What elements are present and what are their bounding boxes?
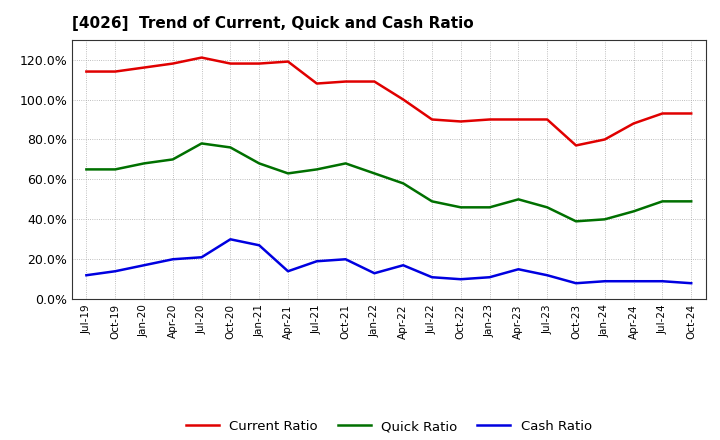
Quick Ratio [456, 205, 465, 210]
Current Ratio [629, 121, 638, 126]
Current Ratio [370, 79, 379, 84]
Cash Ratio [543, 273, 552, 278]
Quick Ratio [514, 197, 523, 202]
Cash Ratio [428, 275, 436, 280]
Quick Ratio [111, 167, 120, 172]
Quick Ratio [658, 199, 667, 204]
Current Ratio [82, 69, 91, 74]
Current Ratio [226, 61, 235, 66]
Quick Ratio [82, 167, 91, 172]
Cash Ratio [370, 271, 379, 276]
Quick Ratio [168, 157, 177, 162]
Cash Ratio [312, 259, 321, 264]
Quick Ratio [226, 145, 235, 150]
Quick Ratio [370, 171, 379, 176]
Cash Ratio [82, 273, 91, 278]
Cash Ratio [226, 237, 235, 242]
Quick Ratio [140, 161, 148, 166]
Quick Ratio [428, 199, 436, 204]
Cash Ratio [140, 263, 148, 268]
Current Ratio [284, 59, 292, 64]
Current Ratio [312, 81, 321, 86]
Quick Ratio [572, 219, 580, 224]
Cash Ratio [255, 242, 264, 248]
Cash Ratio [600, 279, 609, 284]
Current Ratio [485, 117, 494, 122]
Quick Ratio [197, 141, 206, 146]
Current Ratio [687, 111, 696, 116]
Current Ratio [140, 65, 148, 70]
Current Ratio [658, 111, 667, 116]
Cash Ratio [514, 267, 523, 272]
Cash Ratio [399, 263, 408, 268]
Quick Ratio [312, 167, 321, 172]
Quick Ratio [255, 161, 264, 166]
Quick Ratio [399, 181, 408, 186]
Line: Current Ratio: Current Ratio [86, 58, 691, 146]
Legend: Current Ratio, Quick Ratio, Cash Ratio: Current Ratio, Quick Ratio, Cash Ratio [181, 415, 597, 438]
Current Ratio [197, 55, 206, 60]
Current Ratio [428, 117, 436, 122]
Cash Ratio [341, 257, 350, 262]
Line: Quick Ratio: Quick Ratio [86, 143, 691, 221]
Quick Ratio [687, 199, 696, 204]
Cash Ratio [111, 268, 120, 274]
Current Ratio [341, 79, 350, 84]
Quick Ratio [629, 209, 638, 214]
Current Ratio [255, 61, 264, 66]
Quick Ratio [600, 216, 609, 222]
Quick Ratio [284, 171, 292, 176]
Quick Ratio [341, 161, 350, 166]
Cash Ratio [197, 255, 206, 260]
Text: [4026]  Trend of Current, Quick and Cash Ratio: [4026] Trend of Current, Quick and Cash … [72, 16, 474, 32]
Current Ratio [572, 143, 580, 148]
Current Ratio [543, 117, 552, 122]
Current Ratio [514, 117, 523, 122]
Cash Ratio [658, 279, 667, 284]
Current Ratio [168, 61, 177, 66]
Cash Ratio [572, 281, 580, 286]
Line: Cash Ratio: Cash Ratio [86, 239, 691, 283]
Quick Ratio [485, 205, 494, 210]
Cash Ratio [687, 281, 696, 286]
Current Ratio [600, 137, 609, 142]
Cash Ratio [456, 277, 465, 282]
Cash Ratio [629, 279, 638, 284]
Cash Ratio [284, 268, 292, 274]
Current Ratio [399, 97, 408, 102]
Quick Ratio [543, 205, 552, 210]
Cash Ratio [168, 257, 177, 262]
Cash Ratio [485, 275, 494, 280]
Current Ratio [456, 119, 465, 124]
Current Ratio [111, 69, 120, 74]
